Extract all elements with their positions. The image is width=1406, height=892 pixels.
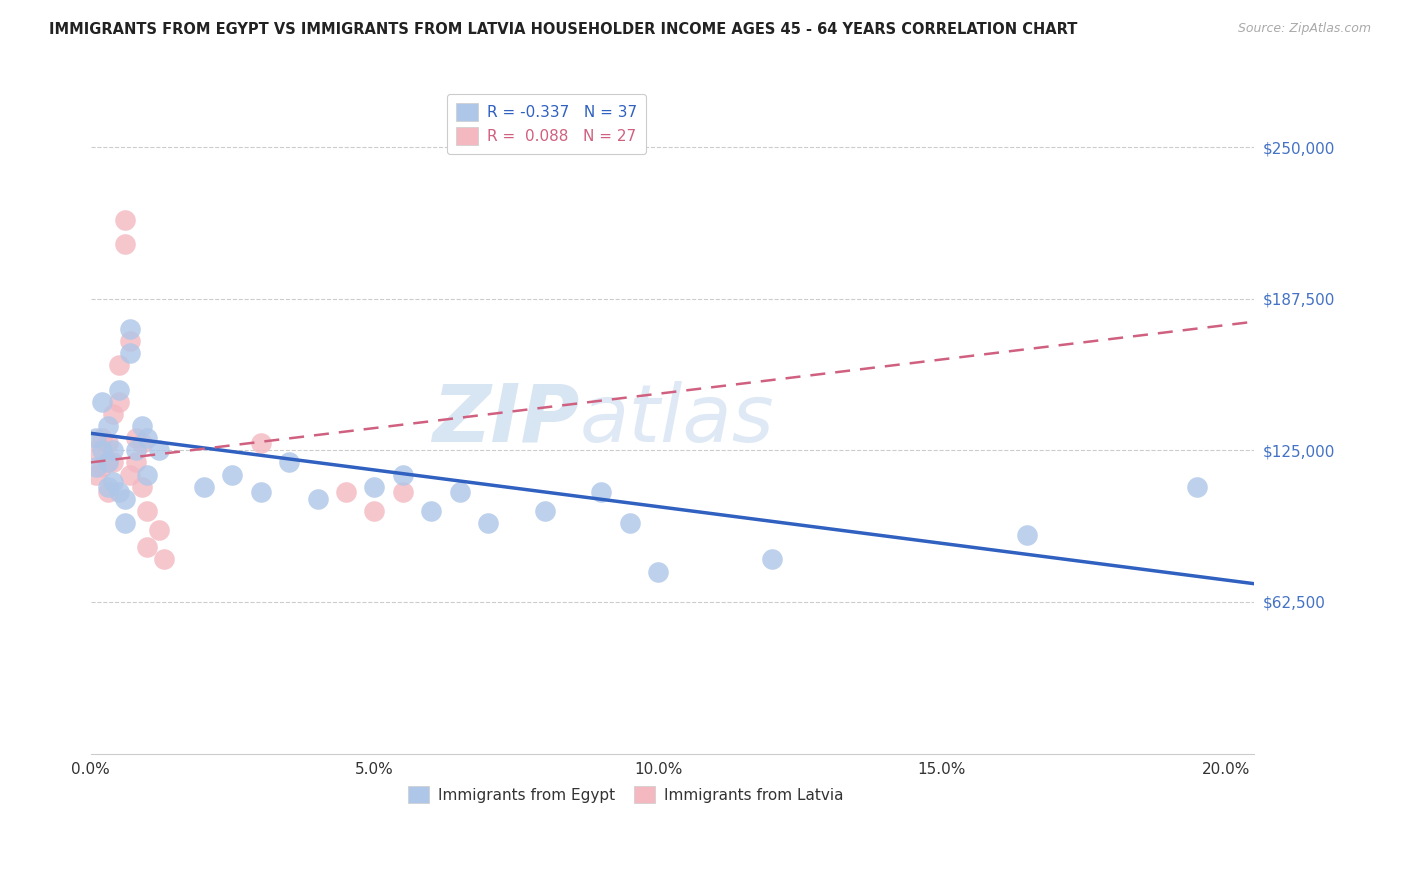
Point (221, 467, 243, 482)
Point (120, 334, 142, 348)
Point (97, 419, 120, 434)
Point (114, 212, 136, 227)
Point (114, 516, 136, 530)
Text: Source: ZipAtlas.com: Source: ZipAtlas.com (1237, 22, 1371, 36)
Point (97, 436, 120, 450)
Point (84, 431, 107, 445)
Point (114, 237, 136, 252)
Point (136, 431, 159, 445)
Point (131, 436, 153, 450)
Point (761, 552, 783, 566)
Point (103, 455, 125, 469)
Point (91, 394, 114, 409)
Point (278, 455, 301, 469)
Point (363, 504, 385, 518)
Point (120, 467, 142, 482)
Point (131, 480, 153, 494)
Point (420, 504, 443, 518)
Legend: Immigrants from Egypt, Immigrants from Latvia: Immigrants from Egypt, Immigrants from L… (398, 777, 853, 813)
Point (193, 480, 215, 494)
Point (148, 443, 170, 458)
Point (477, 516, 499, 530)
Point (97, 455, 120, 469)
Point (131, 419, 153, 434)
Point (335, 484, 357, 499)
Point (91, 460, 114, 475)
Point (533, 504, 555, 518)
Point (449, 484, 471, 499)
Point (391, 484, 413, 499)
Point (307, 491, 329, 506)
Point (97, 480, 120, 494)
Text: ZIP: ZIP (432, 381, 579, 459)
Point (1187, 480, 1209, 494)
Point (108, 484, 131, 499)
Point (647, 565, 669, 579)
Text: atlas: atlas (579, 381, 775, 459)
Point (108, 394, 131, 409)
Point (103, 407, 125, 421)
Point (1015, 528, 1038, 542)
Point (125, 443, 148, 458)
Text: IMMIGRANTS FROM EGYPT VS IMMIGRANTS FROM LATVIA HOUSEHOLDER INCOME AGES 45 - 64 : IMMIGRANTS FROM EGYPT VS IMMIGRANTS FROM… (49, 22, 1077, 37)
Point (91, 431, 114, 445)
Point (591, 484, 613, 499)
Point (136, 504, 159, 518)
Point (114, 491, 136, 506)
Point (91, 443, 114, 458)
Point (250, 484, 273, 499)
Point (103, 443, 125, 458)
Point (250, 436, 273, 450)
Point (391, 467, 413, 482)
Point (108, 383, 131, 397)
Point (363, 480, 385, 494)
Point (97, 484, 120, 499)
Point (84, 460, 107, 475)
Point (136, 467, 159, 482)
Point (84, 443, 107, 458)
Point (619, 516, 641, 530)
Point (120, 346, 142, 360)
Point (84, 467, 107, 482)
Point (97, 455, 120, 469)
Point (103, 475, 125, 489)
Point (125, 455, 148, 469)
Point (148, 524, 170, 538)
Point (120, 322, 142, 336)
Point (108, 359, 131, 373)
Point (136, 541, 159, 555)
Point (153, 552, 176, 566)
Point (125, 431, 148, 445)
